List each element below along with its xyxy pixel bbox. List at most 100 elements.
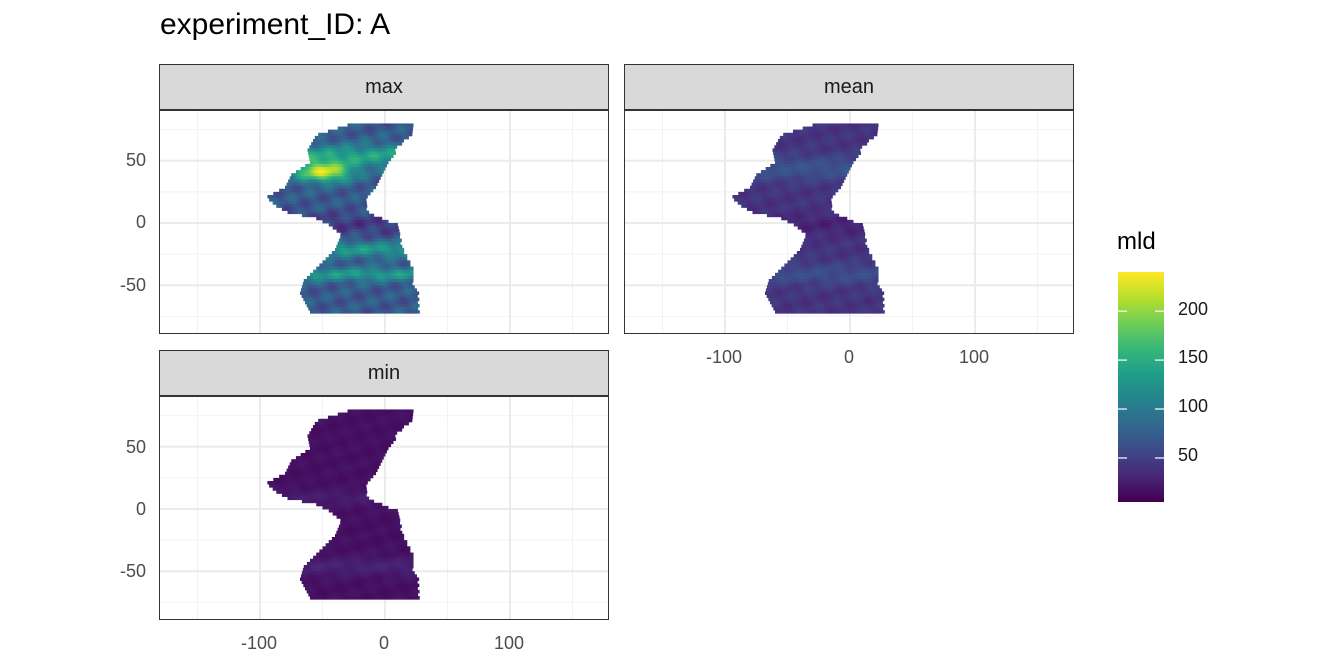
heatmap-cell [369,502,373,507]
heatmap-cell [873,285,877,289]
heatmap-cell [829,300,833,305]
heatmap-cell [339,515,344,519]
heatmap-cell [779,300,783,305]
heatmap-cell [382,574,386,578]
heatmap-cell [324,421,328,426]
heatmap-cell [363,204,368,208]
heatmap-cell [331,453,336,457]
heatmap-cell [313,269,317,274]
heatmap-cell [862,303,866,308]
heatmap-cell [349,182,353,187]
heatmap-cell [363,502,367,507]
heatmap-cell [349,282,354,286]
heatmap-cell [843,251,848,255]
heatmap-cell [367,530,372,535]
heatmap-cell [359,232,363,236]
heatmap-cell [371,415,376,420]
heatmap-cell [787,303,791,308]
heatmap-cell [353,297,357,302]
heatmap-cell [398,142,403,146]
heatmap-cell [373,226,377,230]
heatmap-cell [353,123,358,127]
heatmap-cell [782,176,787,180]
heatmap-cell [787,160,792,165]
heatmap-cell [857,229,862,233]
heatmap-cell [821,232,825,236]
heatmap-cell [362,303,367,308]
heatmap-cell [343,518,348,522]
heatmap-cell [272,198,276,202]
heatmap-cell [863,238,867,243]
heatmap-cell [356,425,361,429]
heatmap-cell [828,223,832,227]
heatmap-cell [840,260,845,264]
heatmap-cell [279,474,283,479]
heatmap-cell [776,307,780,311]
heatmap-cell [282,188,286,193]
heatmap-cell [875,310,879,314]
heatmap-cell [756,185,760,190]
heatmap-cell [835,163,840,168]
heatmap-cell [338,288,342,292]
heatmap-cell [398,294,403,299]
heatmap-cell [817,307,821,311]
heatmap-cell [314,170,319,174]
heatmap-cell [286,182,291,187]
heatmap-cell [806,266,810,271]
heatmap-cell [393,282,397,286]
heatmap-cell [313,446,317,451]
heatmap-cell [813,300,818,305]
heatmap-cell [802,303,807,308]
heatmap-cell [311,154,316,159]
heatmap-cell [332,288,336,292]
heatmap-cell [377,170,381,174]
heatmap-cell [784,207,788,211]
heatmap-cell [780,157,785,162]
heatmap-cell [347,412,351,417]
heatmap-cell [833,145,838,149]
heatmap-cell [377,418,382,423]
heatmap-cell [809,160,813,165]
heatmap-cell [834,179,838,183]
heatmap-cell [821,185,826,190]
heatmap-cell [358,229,362,233]
heatmap-cell [404,294,409,299]
heatmap-cell [389,571,393,575]
heatmap-cell [356,179,361,183]
heatmap-cell [350,561,355,566]
heatmap-cell [305,282,310,286]
heatmap-cell [325,269,330,274]
heatmap-cell [771,279,776,283]
heatmap-cell [325,443,329,448]
heatmap-cell [785,307,790,311]
heatmap-cell [321,157,326,162]
heatmap-cell [338,160,342,165]
heatmap-cell [319,266,323,271]
heatmap-cell [826,176,831,180]
heatmap-cell [327,182,331,187]
heatmap-cell [317,182,322,187]
heatmap-cell [318,443,323,448]
heatmap-cell [325,425,329,429]
heatmap-cell [374,521,379,525]
heatmap-cell [308,154,313,159]
heatmap-cell [355,462,359,466]
heatmap-cell [391,275,395,280]
heatmap-cell [862,260,867,264]
heatmap-cell [362,577,367,581]
heatmap-cell [350,505,355,510]
heatmap-cell [354,204,358,208]
heatmap-cell [355,135,359,140]
heatmap-cell [356,537,361,541]
heatmap-cell [359,443,363,448]
heatmap-cell [369,310,373,314]
heatmap-cell [792,154,797,159]
heatmap-cell [317,135,322,140]
heatmap-cell [874,303,879,308]
heatmap-cell [831,219,835,224]
heatmap-cell [781,269,785,274]
heatmap-cell [360,434,365,438]
heatmap-cell [324,163,328,168]
heatmap-cell [342,462,347,466]
heatmap-cell [335,260,339,264]
